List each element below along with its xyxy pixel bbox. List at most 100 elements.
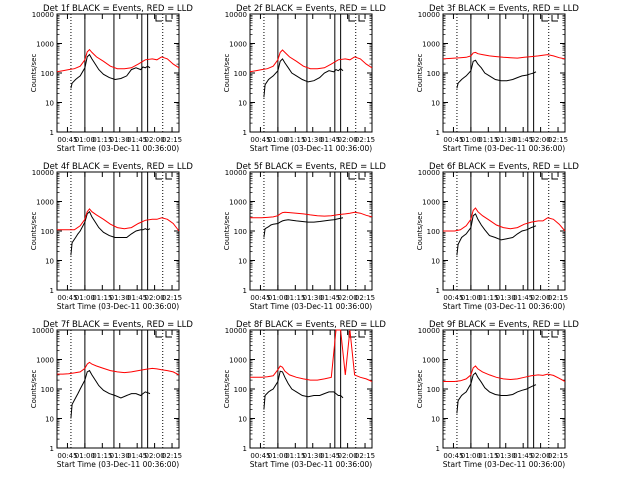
y-axis-label: Counts/sec	[30, 54, 38, 93]
x-tick-label: 01:45	[320, 136, 340, 144]
x-tick-label: 01:00	[75, 294, 95, 302]
x-tick-label: 01:30	[110, 136, 130, 144]
x-tick-label: 01:30	[303, 452, 323, 460]
panel-title: Det 7f BLACK = Events, RED = LLD	[43, 320, 193, 330]
y-tick-label: 1000	[422, 199, 440, 207]
legend-glyph	[155, 15, 172, 22]
x-tick-label: 02:00	[145, 136, 165, 144]
y-tick-label: 1000	[36, 41, 54, 49]
x-tick-label: 01:45	[320, 452, 340, 460]
y-tick-label: 100	[41, 386, 54, 394]
x-axis-label: Start Time (03-Dec-11 00:36:00)	[443, 302, 565, 311]
y-tick-label: 10	[431, 100, 440, 108]
y-tick-label: 1000	[36, 199, 54, 207]
x-tick-label: 02:15	[162, 452, 182, 460]
legend-glyph	[348, 173, 365, 180]
y-tick-label: 10000	[225, 11, 247, 19]
panel-title: Det 3f BLACK = Events, RED = LLD	[429, 4, 579, 14]
events-series-line	[70, 369, 151, 419]
panel-title: Det 2f BLACK = Events, RED = LLD	[236, 4, 386, 14]
x-tick-label: 00:45	[250, 294, 270, 302]
legend-glyph	[541, 173, 558, 180]
x-tick-label: 02:00	[338, 294, 358, 302]
x-tick-label: 01:00	[75, 452, 95, 460]
y-tick-label: 100	[234, 386, 247, 394]
y-tick-label: 100	[427, 70, 440, 78]
x-tick-label: 01:45	[127, 294, 147, 302]
plot-frame	[442, 329, 566, 449]
x-tick-label: 00:45	[443, 136, 463, 144]
events-series-line	[456, 372, 537, 414]
x-tick-label: 01:00	[268, 452, 288, 460]
x-axis-label: Start Time (03-Dec-11 00:36:00)	[250, 144, 372, 153]
y-tick-label: 1	[243, 129, 247, 137]
panel-title: Det 6f BLACK = Events, RED = LLD	[429, 162, 579, 172]
y-axis-label: Counts/sec	[30, 212, 38, 251]
y-tick-label: 10000	[32, 327, 54, 335]
y-tick-label: 1000	[36, 357, 54, 365]
x-axis-label: Start Time (03-Dec-11 00:36:00)	[443, 144, 565, 153]
x-tick-label: 00:45	[57, 452, 77, 460]
lld-series-line	[250, 211, 373, 219]
x-tick-label: 02:15	[162, 294, 182, 302]
legend-glyph	[155, 173, 172, 180]
plot-frame	[56, 13, 180, 133]
x-tick-label: 01:45	[513, 294, 533, 302]
x-tick-label: 02:15	[355, 452, 375, 460]
x-tick-label: 01:00	[461, 294, 481, 302]
plot-frame	[56, 171, 180, 291]
events-series-line	[70, 210, 151, 256]
panel-title: Det 9f BLACK = Events, RED = LLD	[429, 320, 579, 330]
panel-title: Det 1f BLACK = Events, RED = LLD	[43, 4, 193, 14]
plot-frame	[249, 171, 373, 291]
y-axis-label: Counts/sec	[223, 370, 231, 409]
x-tick-label: 01:15	[92, 136, 112, 144]
y-tick-label: 1	[243, 287, 247, 295]
x-tick-label: 01:15	[92, 452, 112, 460]
x-tick-label: 02:15	[355, 294, 375, 302]
y-tick-label: 10000	[32, 169, 54, 177]
y-axis-label: Counts/sec	[30, 370, 38, 409]
x-tick-label: 01:30	[496, 452, 516, 460]
y-axis-label: Counts/sec	[223, 212, 231, 251]
lld-series-line	[57, 208, 180, 232]
x-tick-label: 01:00	[268, 136, 288, 144]
x-axis-label: Start Time (03-Dec-11 00:36:00)	[57, 144, 179, 153]
x-tick-label: 02:00	[145, 294, 165, 302]
plot-frame	[442, 171, 566, 291]
plot-frame	[249, 329, 373, 449]
x-axis-label: Start Time (03-Dec-11 00:36:00)	[250, 460, 372, 469]
x-tick-label: 01:45	[320, 294, 340, 302]
plot-frame	[249, 13, 373, 133]
events-series-line	[263, 217, 344, 238]
y-axis-label: Counts/sec	[416, 212, 424, 251]
x-tick-label: 02:00	[531, 136, 551, 144]
y-tick-label: 10000	[225, 169, 247, 177]
x-tick-label: 02:00	[338, 452, 358, 460]
y-tick-label: 100	[427, 386, 440, 394]
y-tick-label: 10000	[418, 327, 440, 335]
y-tick-label: 10000	[418, 11, 440, 19]
y-tick-label: 1	[436, 129, 440, 137]
y-tick-label: 10	[431, 416, 440, 424]
x-tick-label: 01:00	[268, 294, 288, 302]
y-tick-label: 1	[436, 287, 440, 295]
y-tick-label: 1000	[422, 357, 440, 365]
plot-frame	[442, 13, 566, 133]
panel-title: Det 4f BLACK = Events, RED = LLD	[43, 162, 193, 172]
x-tick-label: 01:15	[478, 136, 498, 144]
x-tick-label: 02:00	[338, 136, 358, 144]
lld-series-line	[56, 48, 180, 73]
x-tick-label: 01:30	[496, 136, 516, 144]
panel-title: Det 8f BLACK = Events, RED = LLD	[236, 320, 386, 330]
y-tick-label: 100	[41, 228, 54, 236]
lld-series-line	[443, 365, 566, 382]
y-tick-label: 1	[243, 445, 247, 453]
events-series-line	[263, 58, 344, 98]
x-tick-label: 01:15	[92, 294, 112, 302]
x-tick-label: 00:45	[443, 452, 463, 460]
y-tick-label: 10	[45, 100, 54, 108]
x-tick-label: 00:45	[250, 452, 270, 460]
